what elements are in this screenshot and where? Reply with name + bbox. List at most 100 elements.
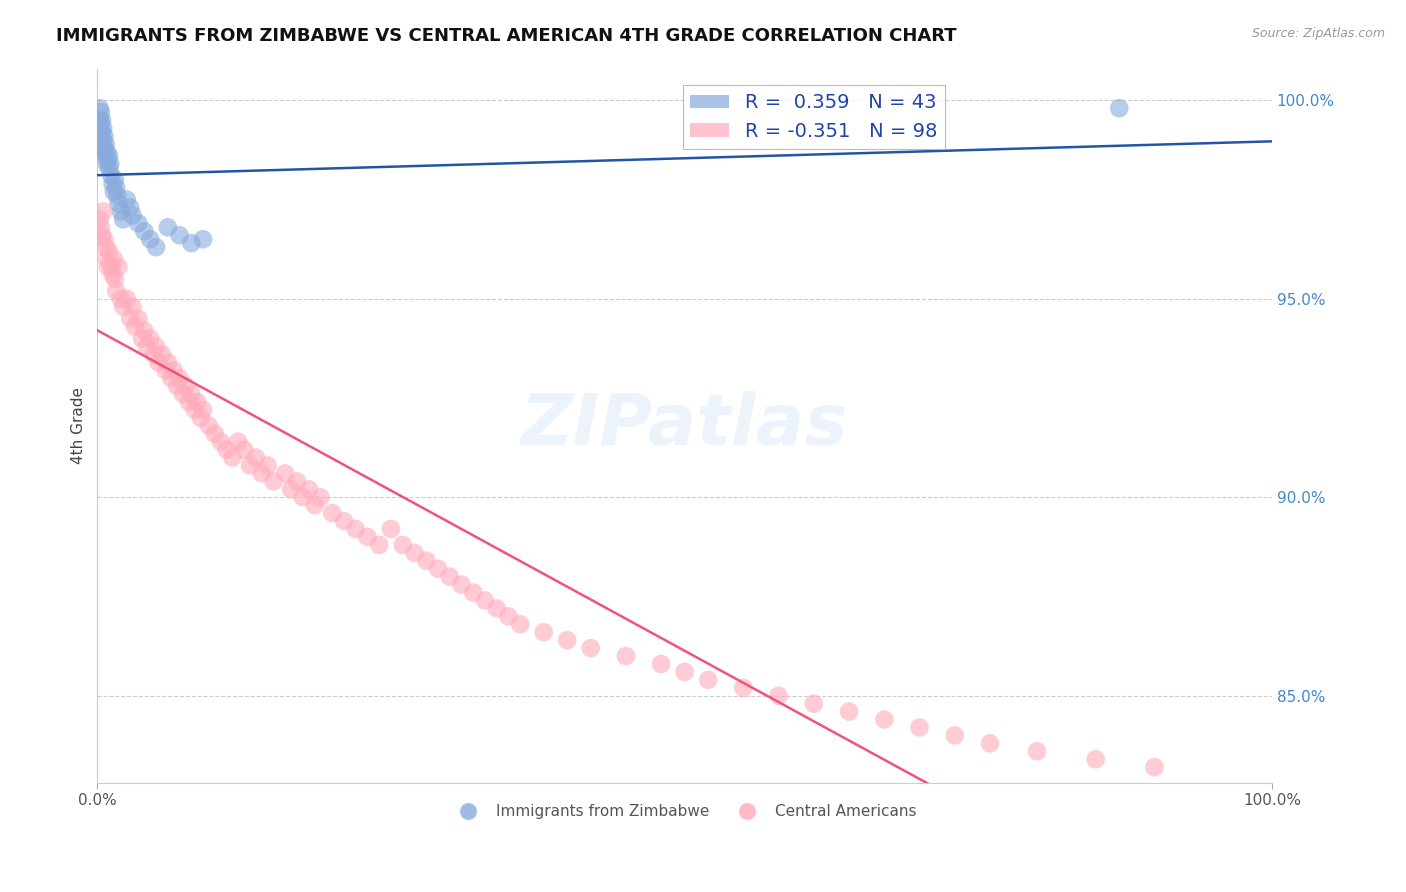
Point [101, 177, 124, 191]
Point [215, 442, 238, 457]
Point [121, 208, 143, 222]
Point [1026, 744, 1049, 758]
Point [533, 625, 555, 640]
Point [321, 506, 343, 520]
Point [134, 224, 156, 238]
Point [427, 562, 450, 576]
Point [145, 240, 167, 254]
Point [198, 418, 221, 433]
Point [96, 252, 118, 266]
Point [391, 538, 413, 552]
Point [191, 232, 214, 246]
Point [177, 395, 200, 409]
Point [145, 339, 167, 353]
Point [555, 633, 578, 648]
Point [91, 113, 114, 128]
Point [485, 601, 508, 615]
Text: Source: ZipAtlas.com: Source: ZipAtlas.com [1251, 27, 1385, 40]
Point [169, 228, 191, 243]
Point [91, 228, 114, 243]
Point [155, 363, 177, 377]
Point [250, 467, 273, 481]
Point [463, 585, 485, 599]
Point [97, 260, 120, 274]
Point [291, 490, 314, 504]
Point [180, 387, 202, 401]
Point [156, 355, 179, 369]
Point [579, 641, 602, 656]
Point [90, 141, 112, 155]
Point [127, 311, 149, 326]
Point [142, 347, 165, 361]
Point [91, 133, 114, 147]
Point [309, 490, 332, 504]
Legend: Immigrants from Zimbabwe, Central Americans: Immigrants from Zimbabwe, Central Americ… [447, 798, 922, 825]
Point [98, 244, 121, 259]
Point [93, 141, 115, 155]
Point [131, 331, 153, 345]
Point [148, 355, 170, 369]
Point [186, 395, 208, 409]
Point [100, 169, 122, 183]
Point [873, 713, 896, 727]
Point [174, 379, 197, 393]
Point [94, 149, 117, 163]
Point [1084, 752, 1107, 766]
Point [344, 522, 367, 536]
Point [204, 426, 226, 441]
Point [104, 172, 127, 186]
Point [474, 593, 496, 607]
Point [172, 387, 194, 401]
Point [139, 232, 162, 246]
Point [380, 522, 402, 536]
Point [368, 538, 391, 552]
Point [91, 121, 114, 136]
Point [263, 475, 285, 489]
Point [304, 498, 326, 512]
Point [733, 681, 755, 695]
Point [107, 196, 129, 211]
Point [112, 300, 135, 314]
Point [93, 128, 115, 143]
Point [98, 157, 121, 171]
Point [150, 347, 173, 361]
Point [98, 149, 121, 163]
Point [110, 204, 132, 219]
Point [509, 617, 531, 632]
Point [415, 554, 437, 568]
Point [439, 569, 461, 583]
Point [112, 212, 135, 227]
Point [89, 212, 111, 227]
Point [191, 403, 214, 417]
Point [121, 300, 143, 314]
Point [908, 721, 931, 735]
Point [105, 180, 128, 194]
Point [100, 260, 122, 274]
Point [91, 125, 114, 139]
Point [298, 483, 321, 497]
Point [115, 193, 138, 207]
Point [280, 483, 302, 497]
Point [226, 434, 249, 449]
Point [135, 339, 157, 353]
Point [97, 153, 120, 167]
Point [169, 371, 191, 385]
Point [91, 145, 114, 159]
Point [94, 136, 117, 151]
Point [103, 252, 125, 266]
Point [166, 379, 188, 393]
Point [127, 216, 149, 230]
Point [93, 232, 115, 246]
Point [91, 204, 114, 219]
Y-axis label: 4th Grade: 4th Grade [72, 387, 86, 464]
Point [120, 311, 142, 326]
Point [120, 201, 142, 215]
Point [160, 371, 183, 385]
Point [89, 113, 111, 128]
Point [768, 689, 790, 703]
Point [90, 117, 112, 131]
Point [90, 105, 112, 120]
Point [105, 188, 128, 202]
Point [1143, 760, 1166, 774]
Point [94, 240, 117, 254]
